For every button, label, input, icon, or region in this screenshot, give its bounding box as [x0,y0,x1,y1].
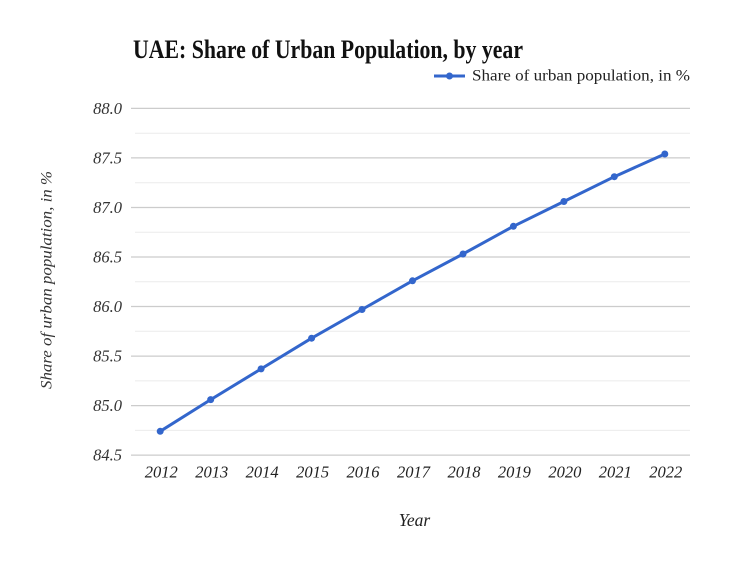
svg-text:2012: 2012 [145,463,178,482]
svg-text:UAE: Share of Urban Population: UAE: Share of Urban Population, by year [133,35,523,64]
svg-text:2017: 2017 [397,463,431,482]
svg-text:2013: 2013 [195,463,228,482]
svg-text:Year: Year [399,510,431,530]
svg-text:84.5: 84.5 [93,446,122,465]
svg-text:2022: 2022 [649,463,682,482]
svg-text:87.5: 87.5 [93,148,122,167]
svg-text:2015: 2015 [296,463,329,482]
svg-text:2021: 2021 [599,463,632,482]
svg-text:87.0: 87.0 [93,198,123,217]
svg-text:2016: 2016 [347,463,381,482]
svg-text:86.5: 86.5 [93,247,122,266]
svg-text:86.0: 86.0 [93,297,123,316]
svg-text:2014: 2014 [246,463,279,482]
svg-text:88.0: 88.0 [93,99,123,118]
svg-text:85.0: 85.0 [93,396,123,415]
svg-text:2020: 2020 [548,463,582,482]
svg-text:Share of urban population, in: Share of urban population, in % [39,171,56,389]
svg-text:2019: 2019 [498,463,531,482]
svg-text:2018: 2018 [448,463,482,482]
svg-text:85.5: 85.5 [93,347,122,366]
svg-text:Share of urban population, in: Share of urban population, in % [472,68,690,85]
